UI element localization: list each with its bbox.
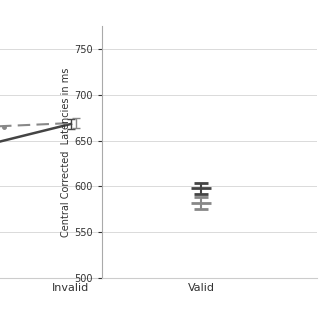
Y-axis label: Central Corrected  Latencies in ms: Central Corrected Latencies in ms bbox=[61, 67, 71, 237]
